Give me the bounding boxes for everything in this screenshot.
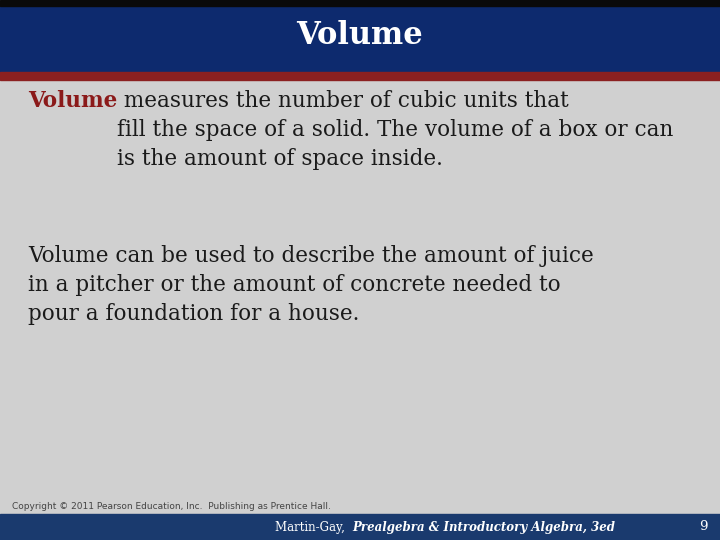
Text: Copyright © 2011 Pearson Education, Inc.  Publishing as Prentice Hall.: Copyright © 2011 Pearson Education, Inc.… — [12, 502, 331, 511]
Text: Prealgebra & Introductory Algebra, 3ed: Prealgebra & Introductory Algebra, 3ed — [352, 521, 615, 534]
Text: measures the number of cubic units that
fill the space of a solid. The volume of: measures the number of cubic units that … — [117, 90, 674, 170]
Text: Volume: Volume — [28, 90, 117, 112]
Text: 9: 9 — [700, 521, 708, 534]
Text: Martin-Gay,: Martin-Gay, — [274, 521, 352, 534]
Bar — [0, 514, 720, 540]
Text: Volume can be used to describe the amount of juice
in a pitcher or the amount of: Volume can be used to describe the amoun… — [28, 245, 594, 325]
Bar — [0, 72, 720, 80]
Bar — [0, 6, 720, 72]
Text: Volume: Volume — [297, 21, 423, 51]
Bar — [0, 0, 720, 6]
